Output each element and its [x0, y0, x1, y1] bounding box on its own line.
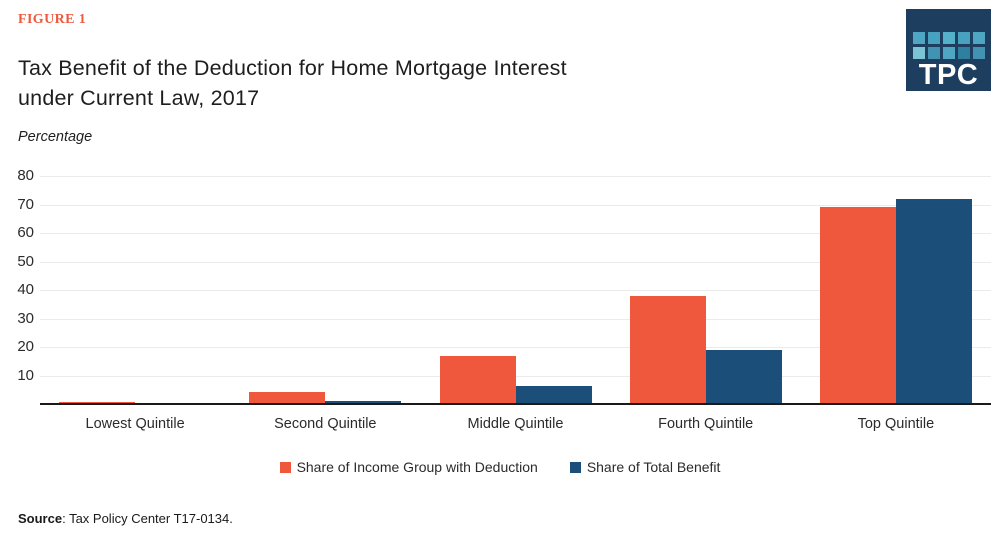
gridline — [40, 318, 991, 320]
plot-area — [40, 176, 991, 405]
logo-grid-square — [927, 32, 940, 44]
gridline — [40, 204, 991, 206]
bar-share-of-benefit — [325, 401, 402, 404]
gridline — [40, 261, 991, 263]
logo-grid-square — [927, 47, 940, 59]
gridline — [40, 375, 991, 377]
y-axis-tick-label: 80 — [17, 167, 34, 184]
bar-share-of-benefit — [895, 198, 972, 404]
x-axis-category-label: Lowest Quintile — [85, 416, 185, 432]
tpc-logo-text: TPC — [918, 59, 979, 91]
chart-title-line1: Tax Benefit of the Deduction for Home Mo… — [18, 56, 567, 80]
x-axis-category-label: Middle Quintile — [467, 416, 564, 432]
legend-label: Share of Income Group with Deduction — [296, 459, 538, 475]
gridline — [40, 347, 991, 348]
logo-grid-square — [912, 32, 925, 44]
y-axis-tick-label: 10 — [17, 366, 34, 384]
tpc-logo-grid — [912, 32, 985, 59]
y-axis-tick-label: 40 — [17, 281, 34, 298]
chart-title: Tax Benefit of the Deduction for Home Mo… — [18, 53, 567, 113]
legend-swatch-blue — [569, 461, 581, 473]
x-axis-category-label: Top Quintile — [857, 416, 935, 432]
gridline — [40, 233, 991, 234]
chart-title-line2: under Current Law, 2017 — [18, 86, 260, 110]
y-axis-unit-label: Percentage — [18, 129, 93, 145]
logo-grid-square — [957, 47, 970, 59]
logo-grid-square — [957, 32, 970, 44]
gridline — [40, 290, 991, 291]
legend-swatch-orange — [279, 461, 291, 473]
gridline — [40, 176, 991, 177]
legend-label: Share of Total Benefit — [586, 459, 721, 475]
source-prefix: Source — [18, 511, 63, 526]
source-note: Source: Tax Policy Center T17-0134. — [18, 511, 233, 526]
logo-grid-square — [942, 32, 955, 44]
y-axis-tick-label: 60 — [17, 224, 34, 241]
logo-grid-square — [942, 47, 955, 59]
tpc-logo: TPC — [906, 9, 991, 91]
x-axis-category-label: Second Quintile — [274, 416, 377, 432]
bar-share-with-deduction — [249, 392, 326, 404]
legend-item-share-of-benefit: Share of Total Benefit — [569, 459, 721, 475]
logo-grid-square — [972, 32, 985, 44]
bar-share-with-deduction — [629, 295, 706, 404]
bar-share-of-benefit — [515, 386, 592, 404]
bar-share-of-benefit — [705, 349, 782, 404]
legend-item-share-with-deduction: Share of Income Group with Deduction — [279, 459, 538, 475]
x-axis-category-label: Fourth Quintile — [658, 416, 754, 432]
logo-grid-square — [912, 47, 925, 59]
figure-label: FIGURE 1 — [18, 12, 87, 27]
logo-grid-square — [972, 47, 985, 59]
legend: Share of Income Group with Deduction Sha… — [0, 459, 1000, 475]
y-axis-tick-label: 20 — [17, 338, 34, 355]
bar-share-with-deduction — [819, 207, 896, 404]
y-axis-tick-label: 30 — [17, 309, 34, 327]
bar-share-with-deduction — [439, 355, 516, 404]
y-axis-tick-label: 70 — [17, 195, 34, 213]
y-axis-tick-label: 50 — [17, 252, 34, 270]
x-axis-line — [40, 403, 991, 405]
source-text: : Tax Policy Center T17-0134. — [62, 511, 233, 526]
